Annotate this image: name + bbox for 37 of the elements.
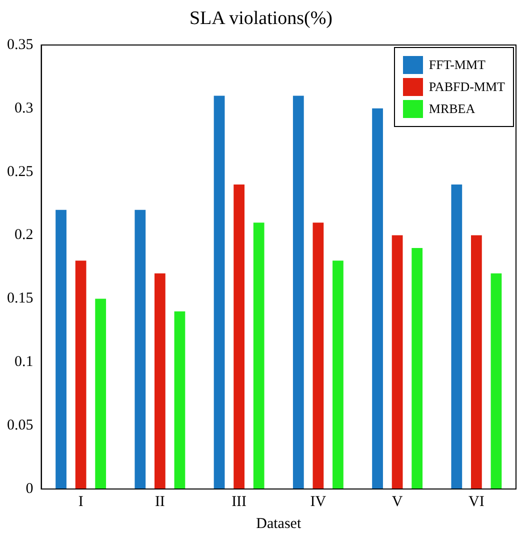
bar xyxy=(451,184,462,489)
bar xyxy=(56,210,66,489)
y-tick-label: 0.2 xyxy=(14,227,34,244)
bar xyxy=(154,273,166,489)
bar xyxy=(75,260,86,489)
y-tick-label: 0 xyxy=(26,480,34,497)
y-tick-label: 0.05 xyxy=(7,418,34,434)
bar xyxy=(234,184,245,489)
bar xyxy=(214,96,225,489)
bar xyxy=(174,311,186,489)
x-tick-label: III xyxy=(232,494,247,510)
bar xyxy=(372,108,383,489)
x-tick-label: I xyxy=(78,494,84,510)
y-tick-label: 0.1 xyxy=(14,354,34,370)
bar xyxy=(490,273,502,489)
bar xyxy=(471,235,482,489)
x-tick-label: II xyxy=(154,494,165,510)
y-tick-label: 0.25 xyxy=(7,164,34,180)
bar xyxy=(95,298,106,489)
legend-label: FFT-MMT xyxy=(428,57,486,73)
y-tick-label: 0.15 xyxy=(7,290,34,307)
bar xyxy=(292,96,304,489)
bar xyxy=(392,235,403,489)
x-tick-label: VI xyxy=(468,494,484,510)
chart-title: SLA violations(%) xyxy=(188,8,334,30)
bar xyxy=(412,248,423,489)
bar xyxy=(134,210,146,489)
y-tick-label: 0.35 xyxy=(7,36,34,53)
legend-label: PABFD-MMT xyxy=(428,79,505,95)
x-axis-title: Dataset xyxy=(256,516,302,532)
bar xyxy=(332,260,344,489)
x-tick-label: IV xyxy=(310,494,326,510)
bar xyxy=(312,222,324,489)
legend-label: MRBEA xyxy=(428,101,476,117)
y-tick-label: 0.3 xyxy=(14,100,34,116)
bar xyxy=(253,222,264,489)
x-tick-label: V xyxy=(392,494,403,510)
